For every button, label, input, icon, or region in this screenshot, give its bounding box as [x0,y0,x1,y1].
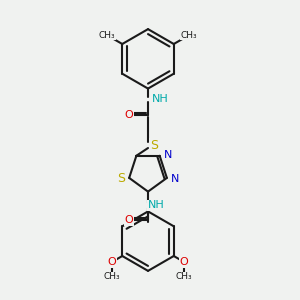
Text: CH₃: CH₃ [98,31,115,40]
Text: N: N [164,150,172,160]
Text: NH: NH [148,200,164,211]
Text: O: O [180,257,188,267]
Text: S: S [150,139,158,152]
Text: NH: NH [152,94,168,104]
Text: S: S [117,172,125,185]
Text: CH₃: CH₃ [181,31,197,40]
Text: N: N [171,174,179,184]
Text: CH₃: CH₃ [176,272,192,281]
Text: O: O [125,215,134,225]
Text: O: O [108,257,116,267]
Text: CH₃: CH₃ [104,272,120,281]
Text: O: O [125,110,134,120]
